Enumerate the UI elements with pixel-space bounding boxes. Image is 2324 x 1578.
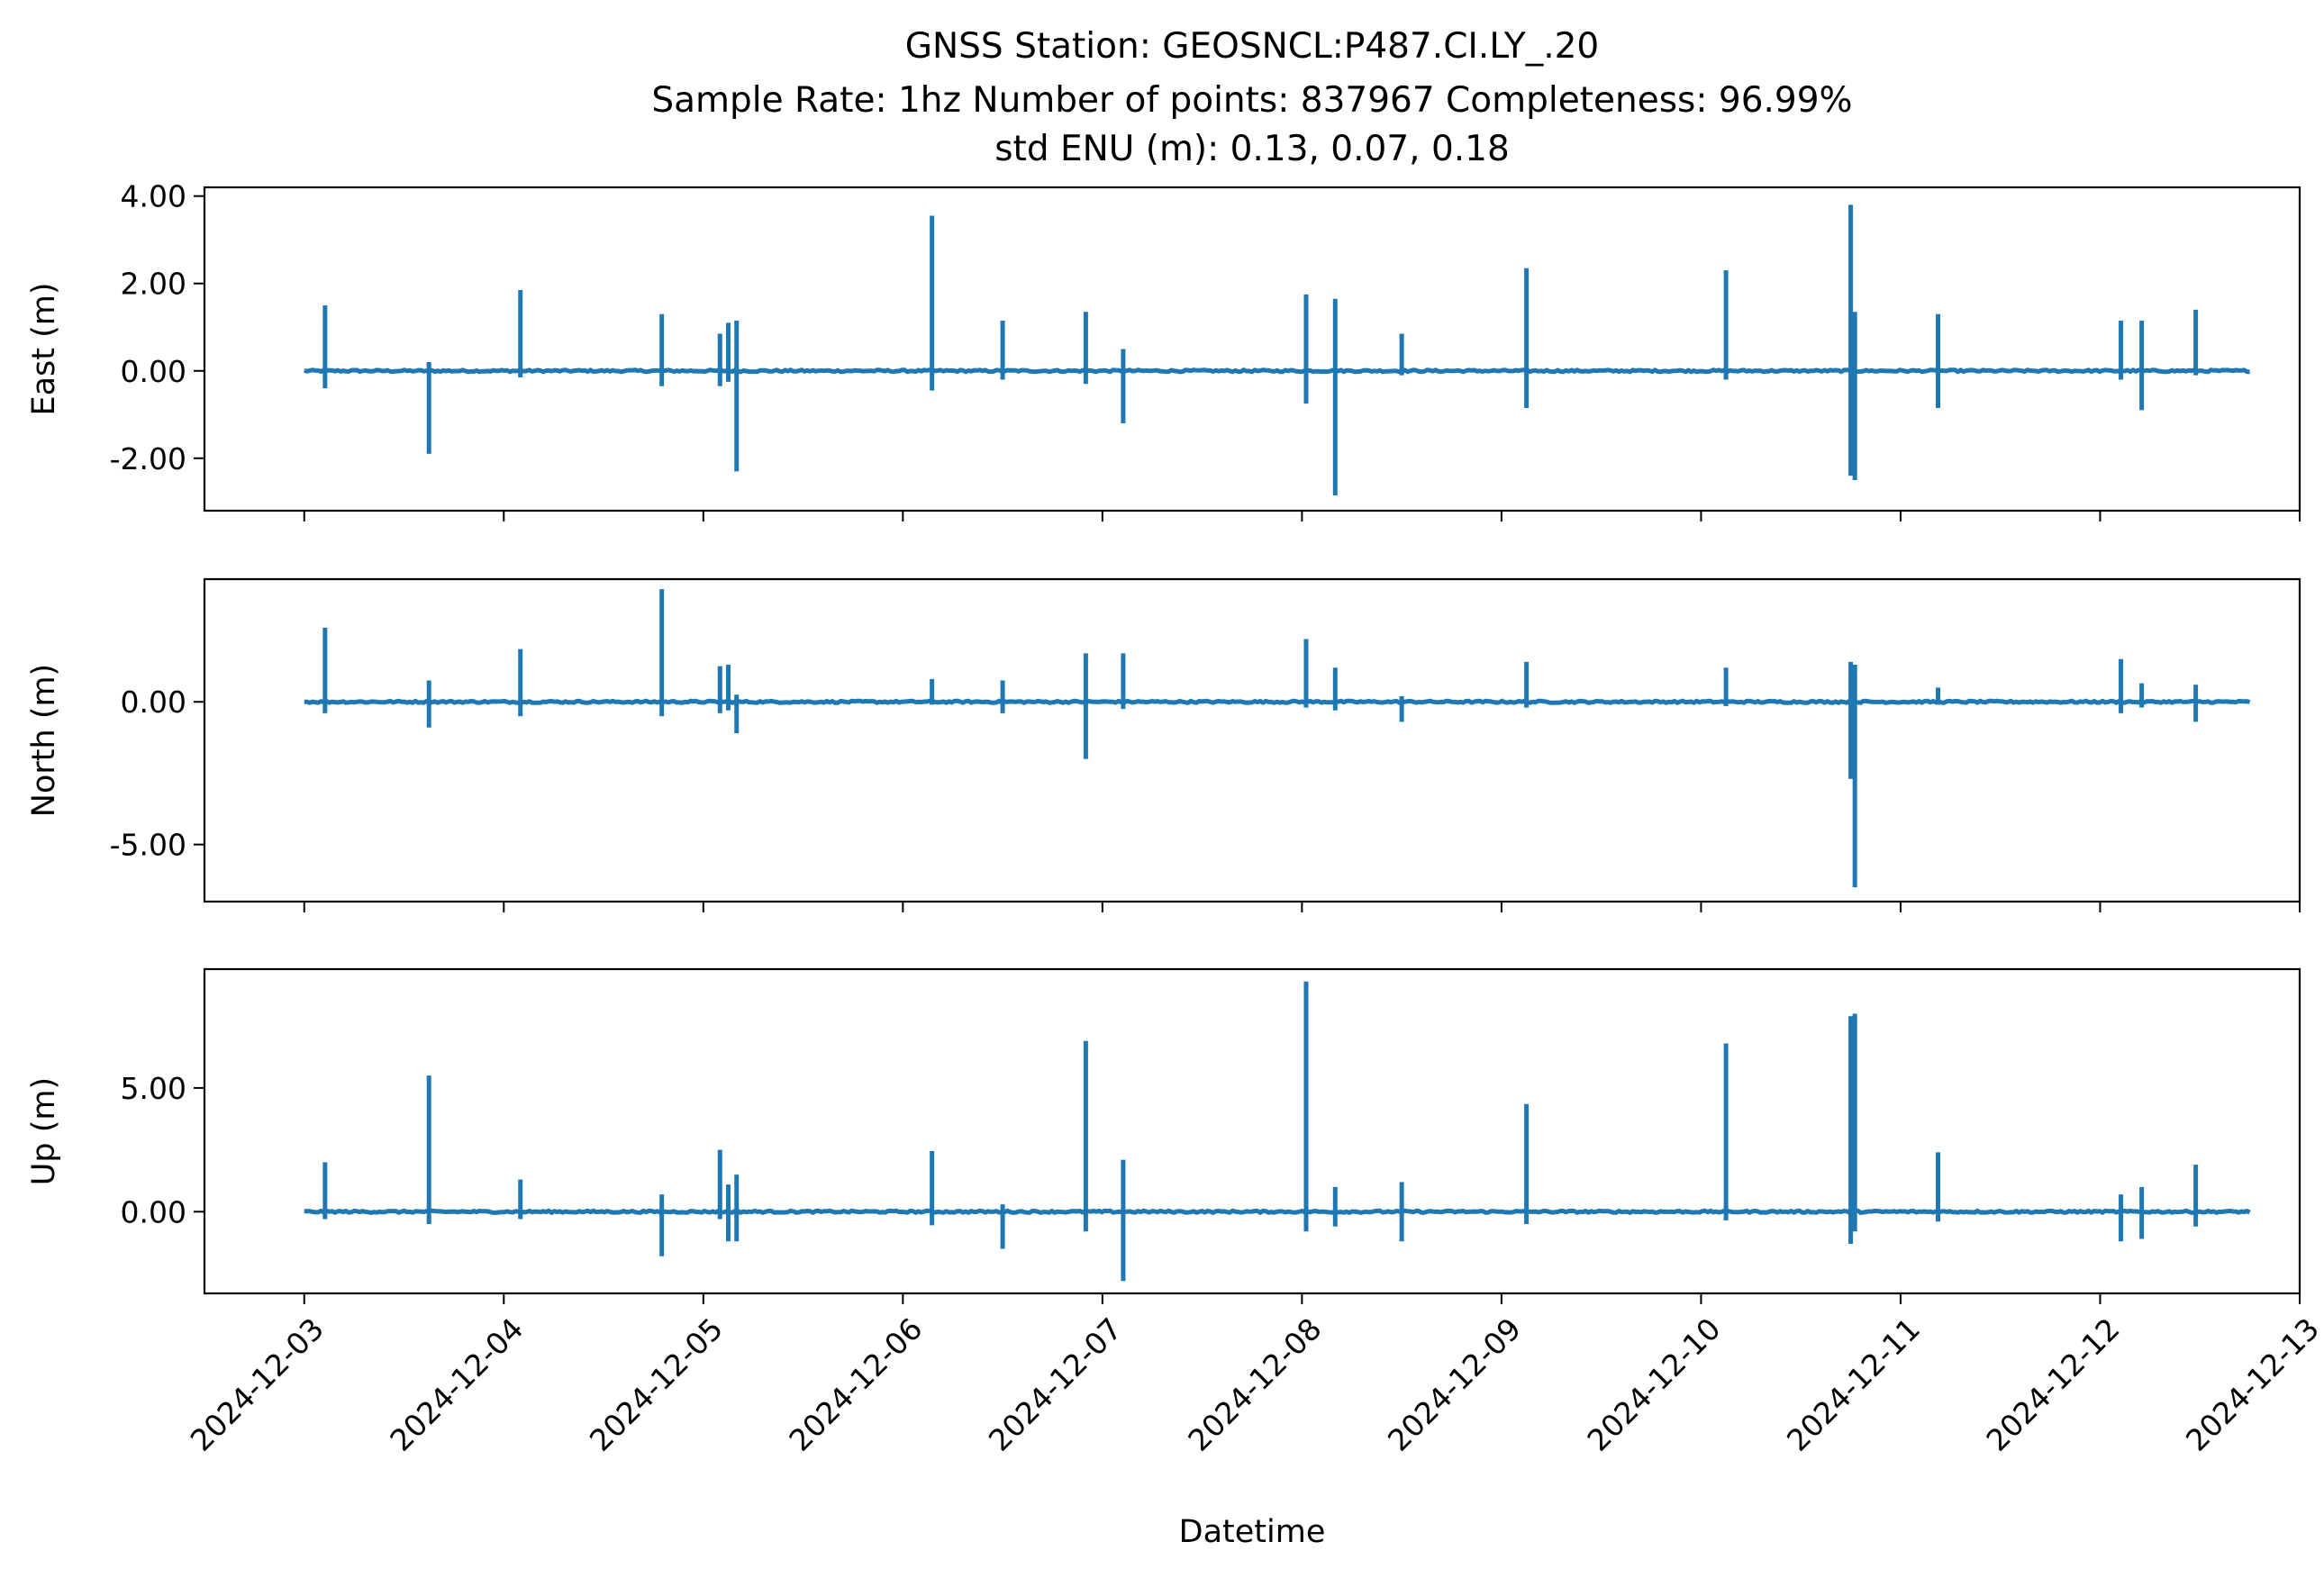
title-line-3: std ENU (m): 0.13, 0.07, 0.18 [994, 129, 1510, 169]
series-line-1 [304, 589, 2251, 888]
subplot-panels: 4.00 2.00 0.00 -2.00 East (m) 0.00 -5.00 North … [26, 179, 2324, 1458]
axes-frame [203, 577, 2301, 903]
x-axis-label: Datetime [1179, 1514, 1326, 1550]
axes-frame [203, 186, 2301, 512]
y-tick-label: 4.00 [121, 179, 186, 214]
subplot-1: 0.00 -5.00 North (m) [26, 577, 2301, 912]
x-tick-label: 2024-12-10 [1580, 1311, 1727, 1458]
y-axis-label: Up (m) [26, 1077, 62, 1185]
y-tick-label: 2.00 [121, 267, 186, 302]
title-line-1: GNSS Station: GEOSNCL:P487.CI.LY_.20 [905, 26, 1599, 67]
y-tick-label: 0.00 [121, 354, 186, 389]
series-line-2 [304, 981, 2251, 1282]
y-tick-label: 0.00 [121, 1194, 186, 1229]
y-axis-label: East (m) [26, 282, 62, 415]
x-tick-label: 2024-12-07 [982, 1311, 1129, 1458]
y-axis-label: North (m) [26, 664, 62, 817]
x-tick-label: 2024-12-03 [184, 1311, 331, 1458]
x-tick-label: 2024-12-08 [1181, 1311, 1328, 1458]
title-line-2: Sample Rate: 1hz Number of points: 83796… [651, 80, 1852, 121]
y-tick-label: 5.00 [121, 1071, 186, 1106]
x-tick-label: 2024-12-06 [782, 1311, 929, 1458]
y-tick-label: -2.00 [110, 441, 186, 476]
baseline-trace [304, 698, 2251, 705]
baseline-trace [304, 1208, 2251, 1215]
subplot-2: 2024-12-03 2024-12-04 2024-12-05 2024-12-06… [26, 967, 2324, 1458]
x-tick-label: 2024-12-05 [583, 1311, 730, 1458]
y-tick-label: -5.00 [110, 828, 186, 863]
subplot-0: 4.00 2.00 0.00 -2.00 East (m) [26, 179, 2301, 521]
series-line-0 [304, 204, 2250, 496]
x-tick-label: 2024-12-12 [1979, 1311, 2126, 1458]
baseline-trace [304, 367, 2250, 375]
chart-title: GNSS Station: GEOSNCL:P487.CI.LY_.20 Sam… [651, 26, 1852, 169]
y-tick-label: 0.00 [121, 685, 186, 720]
x-tick-label: 2024-12-09 [1381, 1311, 1528, 1458]
axes-frame [203, 967, 2301, 1295]
x-tick-label: 2024-12-11 [1780, 1311, 1927, 1458]
x-tick-label: 2024-12-04 [383, 1311, 530, 1458]
x-tick-label: 2024-12-13 [2179, 1311, 2324, 1458]
